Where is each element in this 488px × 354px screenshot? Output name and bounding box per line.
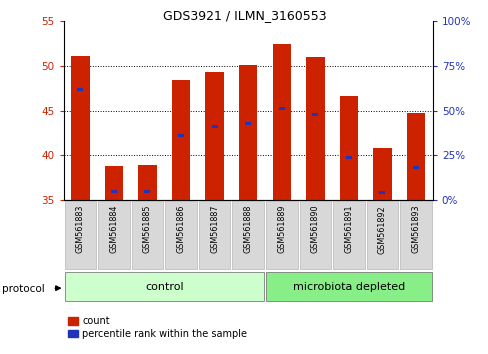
Bar (138, 165, 156, 200)
Text: GSM561886: GSM561886 (176, 205, 185, 253)
FancyBboxPatch shape (299, 201, 330, 269)
Text: GSM561884: GSM561884 (109, 205, 118, 253)
Text: GSM561892: GSM561892 (377, 205, 386, 253)
Text: control: control (144, 282, 183, 292)
Bar (211, 125, 217, 128)
Bar (171, 80, 190, 200)
FancyBboxPatch shape (64, 272, 264, 301)
Bar (312, 113, 318, 116)
Text: GSM561891: GSM561891 (344, 205, 353, 253)
Bar (144, 189, 150, 193)
FancyBboxPatch shape (265, 272, 431, 301)
Text: GDS3921 / ILMN_3160553: GDS3921 / ILMN_3160553 (163, 9, 325, 22)
Bar (305, 57, 324, 200)
Text: GSM561890: GSM561890 (310, 205, 319, 253)
Bar (372, 148, 391, 200)
Text: GSM561885: GSM561885 (142, 205, 152, 253)
FancyBboxPatch shape (399, 201, 431, 269)
Bar (239, 65, 257, 200)
Bar (379, 191, 385, 194)
Bar (77, 87, 83, 91)
Text: microbiota depleted: microbiota depleted (292, 282, 404, 292)
Bar (111, 189, 117, 193)
Legend: count, percentile rank within the sample: count, percentile rank within the sample (68, 316, 246, 339)
Bar (178, 134, 183, 137)
Bar (339, 96, 357, 200)
Text: GSM561887: GSM561887 (210, 205, 219, 253)
FancyBboxPatch shape (165, 201, 196, 269)
FancyBboxPatch shape (64, 201, 96, 269)
FancyBboxPatch shape (232, 201, 264, 269)
FancyBboxPatch shape (199, 201, 230, 269)
FancyBboxPatch shape (332, 201, 364, 269)
FancyBboxPatch shape (131, 201, 163, 269)
Bar (244, 121, 251, 125)
FancyBboxPatch shape (366, 201, 397, 269)
Text: GSM561893: GSM561893 (410, 205, 420, 253)
Text: GSM561888: GSM561888 (243, 205, 252, 253)
Bar (205, 72, 224, 200)
Text: protocol: protocol (2, 284, 45, 293)
Text: GSM561883: GSM561883 (76, 205, 85, 253)
Bar (104, 166, 123, 200)
Bar (345, 155, 351, 159)
Text: GSM561889: GSM561889 (277, 205, 285, 253)
Bar (71, 56, 89, 200)
FancyBboxPatch shape (98, 201, 129, 269)
Bar (278, 107, 284, 110)
FancyBboxPatch shape (265, 201, 297, 269)
Bar (412, 166, 418, 170)
Bar (406, 113, 425, 200)
Bar (272, 44, 290, 200)
